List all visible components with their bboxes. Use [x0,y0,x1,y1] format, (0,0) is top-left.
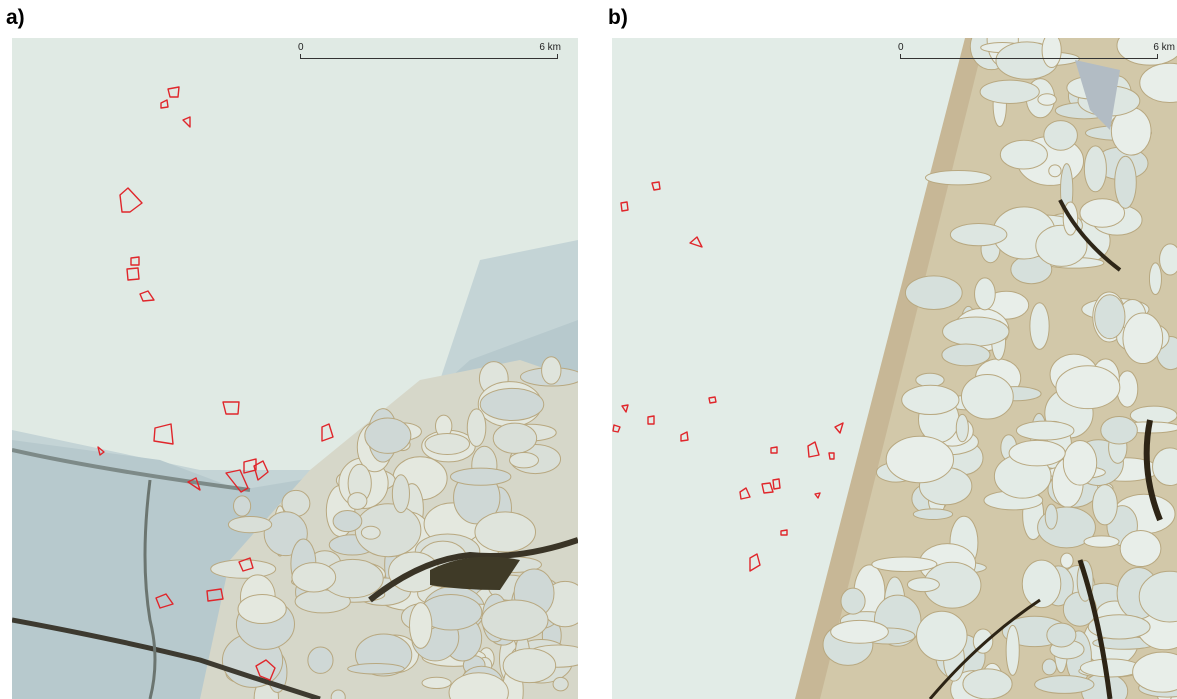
floe [503,649,556,683]
floe [1000,140,1047,169]
floe [510,453,539,468]
floe [950,224,1007,246]
floe [956,414,968,441]
floe [1084,536,1119,547]
floe [392,475,409,513]
floe [1149,263,1161,295]
floe [1049,165,1061,177]
figure: a) 0 6 km b) 0 [0,0,1177,699]
floe [907,578,939,592]
floe [1084,146,1106,192]
floe [1030,303,1049,350]
floe [1160,244,1177,275]
floe [475,512,536,552]
scale-start: 0 [898,42,904,53]
floe [1123,313,1163,364]
floe [1047,623,1076,647]
panel-a-image [12,38,591,699]
floe [975,278,996,310]
panel-label: b) [608,6,628,29]
floe [1080,199,1125,228]
floe [913,509,952,520]
scale-end: 6 km [539,42,561,53]
floe [348,493,367,510]
floe [1045,504,1057,529]
scale-start: 0 [298,42,304,53]
floe [902,385,959,414]
floe [361,526,380,539]
floe [365,418,411,453]
floe [1095,295,1125,339]
floe [1056,366,1120,409]
floe [942,344,990,366]
floe [1035,676,1094,694]
floe [333,511,362,532]
floe [917,611,967,660]
floe [1101,416,1138,443]
floe [916,373,944,387]
floe [211,560,276,578]
floe [831,620,889,643]
floe [1120,531,1161,567]
floe [542,357,561,384]
panel-label: a) [6,6,25,29]
floe [493,423,536,453]
floe [348,664,405,675]
floe [886,436,953,482]
floe [841,588,865,614]
floe [1080,659,1140,677]
floe [467,409,486,447]
floe [422,677,451,688]
floe [1093,485,1118,525]
floe [1038,94,1056,106]
floe [409,603,431,649]
floe [480,388,543,420]
floe [943,317,1009,346]
floe [450,468,510,485]
floe [1042,659,1056,675]
floe [228,516,271,532]
floe [925,170,991,184]
floe [308,647,333,673]
scale-end: 6 km [1153,42,1175,53]
floe [961,375,1013,419]
floe [963,669,1012,699]
floe [553,677,568,690]
floe [292,563,336,592]
floe [1061,553,1074,568]
floe [1042,33,1061,68]
floe [1022,560,1061,608]
floe [425,433,470,454]
floe [1115,156,1137,208]
floe [482,600,548,640]
floe [234,496,251,516]
floe [872,557,937,572]
floe [1009,440,1065,465]
panel-b-image [612,14,1177,699]
floe [1006,625,1019,675]
floe [980,80,1039,103]
floe [905,276,962,310]
floe [1063,441,1096,486]
floe [1044,121,1078,151]
floe [1016,421,1073,440]
floe [238,595,286,624]
